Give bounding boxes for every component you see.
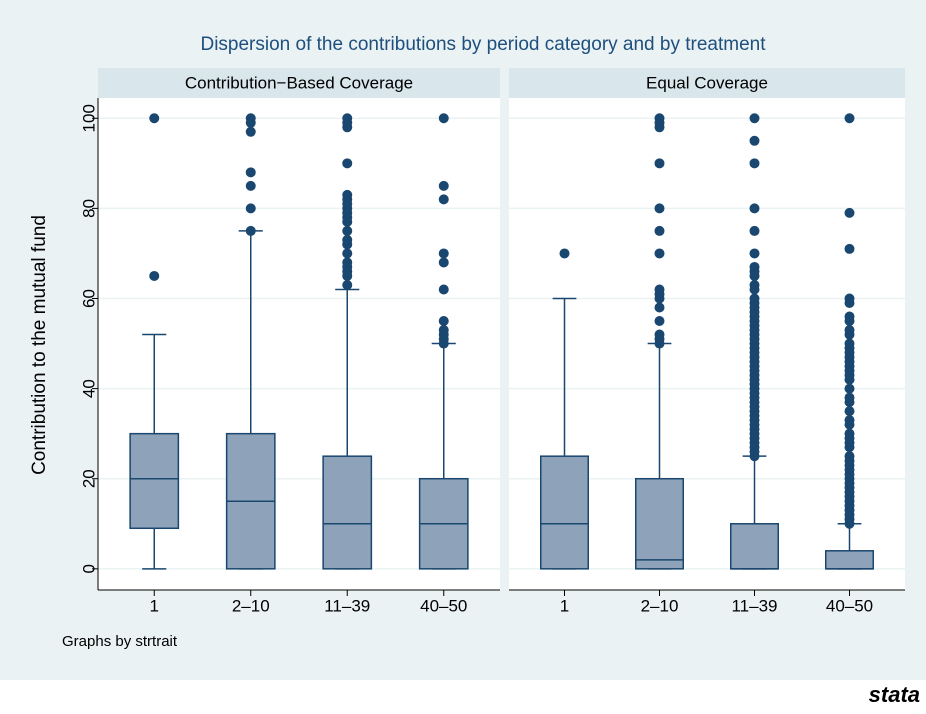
- outlier: [245, 113, 256, 124]
- box: [825, 550, 874, 570]
- outlier: [844, 451, 855, 462]
- outlier: [342, 189, 353, 200]
- y-tick-label: 60: [79, 289, 98, 308]
- outlier: [245, 225, 256, 236]
- y-axis-label: Contribution to the mutual fund: [29, 215, 50, 475]
- outlier: [844, 383, 855, 394]
- outlier: [342, 257, 353, 268]
- outlier: [844, 243, 855, 254]
- outlier: [438, 284, 449, 295]
- x-tick-label: 1: [150, 596, 159, 615]
- panel-title: Equal Coverage: [646, 73, 768, 92]
- outlier: [654, 316, 665, 327]
- box: [540, 455, 589, 570]
- outlier: [438, 113, 449, 124]
- logo: stata: [869, 682, 920, 707]
- outlier: [654, 284, 665, 295]
- outlier: [342, 248, 353, 259]
- box: [730, 523, 779, 570]
- outlier: [654, 329, 665, 340]
- outlier: [654, 248, 665, 259]
- x-tick-label: 40–50: [420, 596, 467, 615]
- x-tick-label: 1: [560, 596, 569, 615]
- panel-header: [509, 68, 905, 98]
- y-tick-label: 20: [79, 469, 98, 488]
- outlier: [342, 234, 353, 245]
- outlier: [438, 180, 449, 191]
- outlier: [844, 293, 855, 304]
- outlier: [749, 261, 760, 272]
- outlier: [844, 392, 855, 403]
- outlier: [749, 293, 760, 304]
- outlier: [149, 270, 160, 281]
- outlier: [438, 257, 449, 268]
- outlier: [844, 311, 855, 322]
- panel-header: [98, 68, 500, 98]
- outlier: [654, 203, 665, 214]
- outlier: [438, 194, 449, 205]
- x-tick-label: 40–50: [826, 596, 873, 615]
- x-tick-label: 2–10: [641, 596, 679, 615]
- outlier: [438, 316, 449, 327]
- x-tick-label: 2–10: [232, 596, 270, 615]
- x-tick-label: 11–39: [324, 596, 370, 615]
- outlier: [342, 113, 353, 124]
- outlier: [654, 113, 665, 124]
- outlier: [438, 325, 449, 336]
- outlier: [342, 158, 353, 169]
- outlier: [844, 207, 855, 218]
- outlier: [342, 279, 353, 290]
- panel-title: Contribution−Based Coverage: [185, 73, 413, 92]
- outlier: [654, 225, 665, 236]
- box: [635, 477, 684, 570]
- chart-title: Dispersion of the contributions by perio…: [200, 34, 766, 55]
- outlier: [749, 248, 760, 259]
- outlier: [749, 158, 760, 169]
- note: Graphs by strtrait: [62, 633, 178, 650]
- outlier: [844, 325, 855, 336]
- outlier: [844, 406, 855, 417]
- outlier: [654, 158, 665, 169]
- outlier: [749, 279, 760, 290]
- outlier: [749, 203, 760, 214]
- outlier: [749, 113, 760, 124]
- outlier: [749, 135, 760, 146]
- outlier: [149, 113, 160, 124]
- x-tick-label: 11–39: [731, 596, 777, 615]
- box: [322, 455, 373, 570]
- outlier: [245, 203, 256, 214]
- outlier: [844, 415, 855, 426]
- outlier: [342, 225, 353, 236]
- y-tick-label: 80: [79, 199, 98, 218]
- outlier: [559, 248, 570, 259]
- outlier: [245, 180, 256, 191]
- outlier: [245, 126, 256, 137]
- y-tick-label: 100: [79, 104, 98, 132]
- box: [129, 432, 180, 530]
- outlier: [749, 225, 760, 236]
- outlier: [245, 167, 256, 178]
- y-tick-label: 0: [79, 564, 98, 573]
- outlier: [654, 302, 665, 313]
- outlier: [844, 113, 855, 124]
- outlier: [844, 338, 855, 349]
- y-tick-label: 40: [79, 379, 98, 398]
- outlier: [438, 248, 449, 259]
- outlier: [844, 428, 855, 439]
